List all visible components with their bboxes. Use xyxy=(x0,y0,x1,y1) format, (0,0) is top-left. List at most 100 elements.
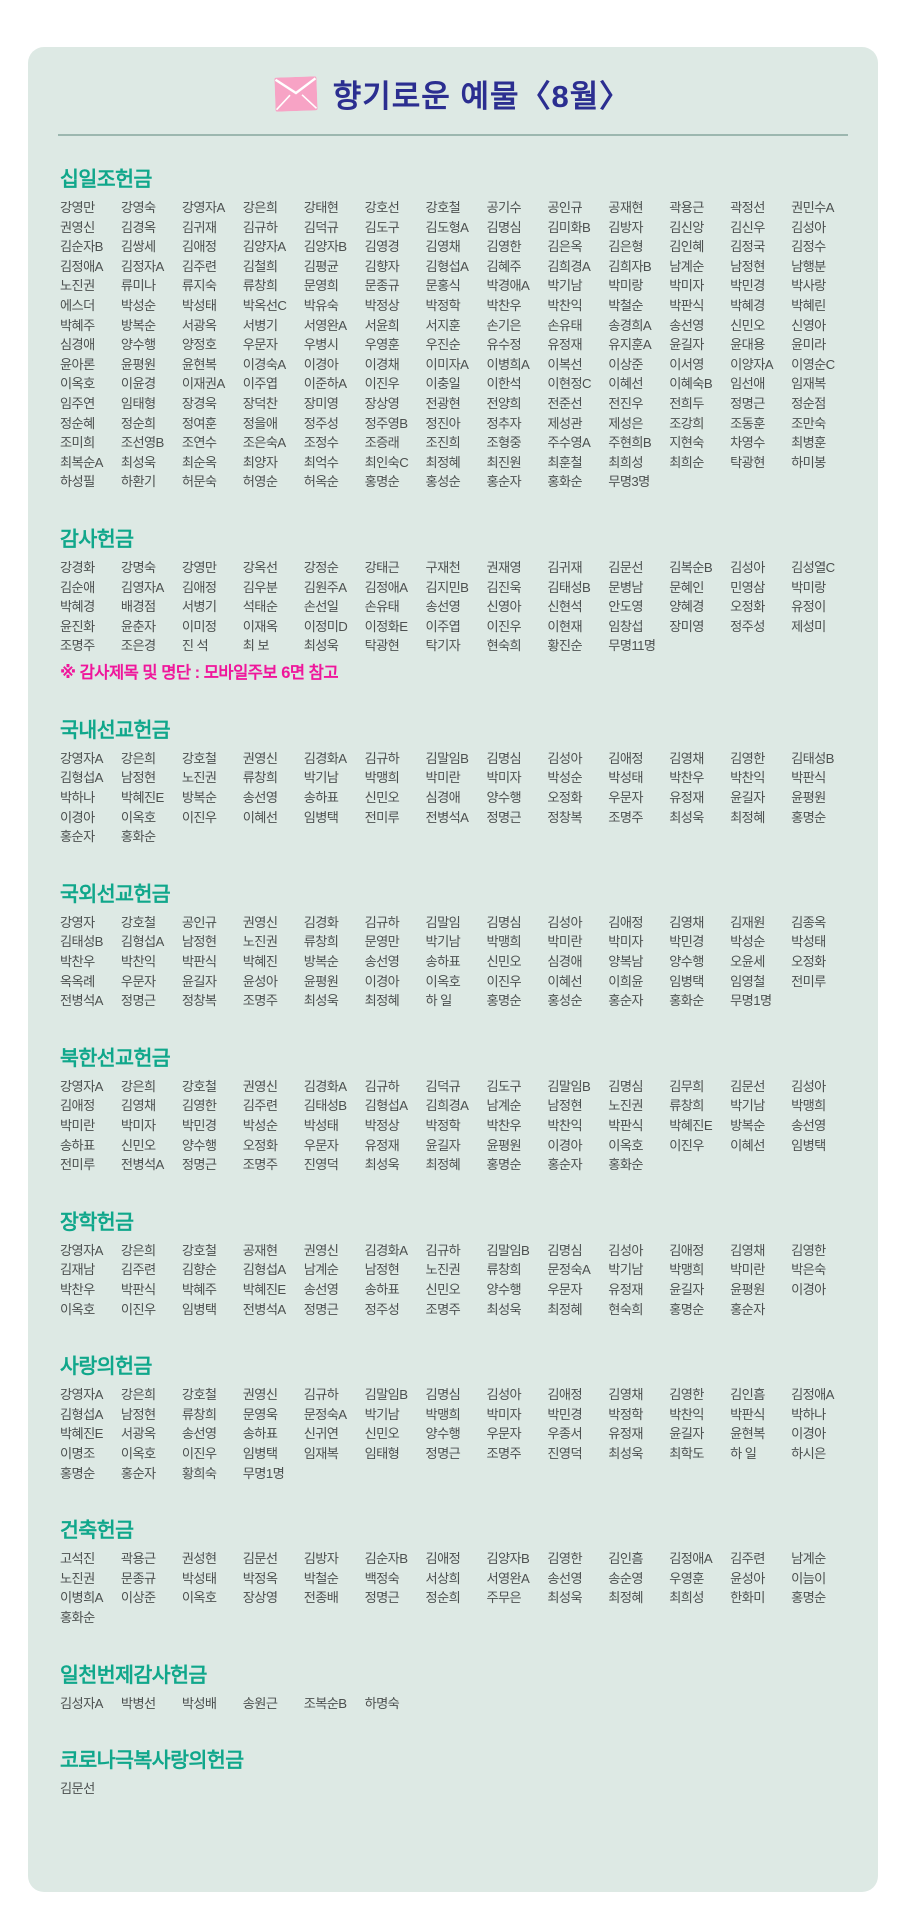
donor-name: 송하표 xyxy=(364,1281,400,1297)
donor-name: 홍명순 xyxy=(791,809,826,825)
donor-name: 김우분 xyxy=(242,579,278,595)
donor-name: 이경아 xyxy=(364,973,400,989)
donor-name: 탁광현 xyxy=(364,638,400,654)
donor-name: 지현숙 xyxy=(669,435,704,451)
donor-name: 강호철 xyxy=(181,1242,217,1258)
donor-name: 박병선 xyxy=(120,1695,156,1711)
donor-name: 류창희 xyxy=(669,1098,704,1114)
donor-name: 김정자A xyxy=(120,258,164,274)
donor-name: 강경화 xyxy=(60,559,95,575)
donor-name: 김정애A xyxy=(364,579,408,595)
donor-name: 우진순 xyxy=(425,337,461,353)
donor-name: 이진우 xyxy=(120,1301,156,1317)
donor-name: 박찬우 xyxy=(669,770,704,786)
donor-name: 정명근 xyxy=(303,1301,339,1317)
donor-name: 권영신 xyxy=(242,1387,278,1403)
donor-name: 강은희 xyxy=(120,750,156,766)
donor-name: 김희자B xyxy=(608,258,652,274)
donor-name: 김명심 xyxy=(547,1242,582,1258)
donor-name: 양복남 xyxy=(608,954,643,970)
donor-name: 송하표 xyxy=(242,1426,278,1442)
donor-name: 권영신 xyxy=(303,1242,339,1258)
donor-name: 김경화A xyxy=(303,1078,347,1094)
donor-name: 박민경 xyxy=(547,1406,582,1422)
donor-name-grid: 김성자A 박병선 박성배 송원근 조복순B 하명숙 xyxy=(60,1695,850,1714)
donor-name: 장상영 xyxy=(364,395,400,411)
offering-section-northkorea-mission: 북한선교헌금 강영자A 강은희 강호철 권영신 김경화A 김규하 김덕규 김도구 김말임B 김명심 김… xyxy=(60,1041,850,1175)
donor-name: 문종규 xyxy=(364,278,400,294)
donor-name: 김영한 xyxy=(730,750,765,766)
donor-name: 권재영 xyxy=(486,559,522,575)
donor-name: 구재천 xyxy=(425,559,461,575)
section-title: 일천번제감사헌금 xyxy=(60,1663,207,1687)
donor-name: 이옥호 xyxy=(120,809,156,825)
donor-name: 김말임B xyxy=(425,750,469,766)
donor-name: 김영한 xyxy=(547,1551,582,1567)
donor-name: 최정혜 xyxy=(547,1301,582,1317)
donor-name: 김귀재 xyxy=(181,219,217,235)
donor-name: 이진우 xyxy=(486,618,522,634)
donor-name: 장미영 xyxy=(303,395,339,411)
donor-name: 이복선 xyxy=(547,356,582,372)
donor-name: 김도형A xyxy=(425,219,469,235)
donor-name: 권영신 xyxy=(242,914,278,930)
donor-name: 손유태 xyxy=(364,599,400,615)
donor-name: 최희순 xyxy=(669,454,704,470)
donor-name: 하성필 xyxy=(60,474,95,490)
donor-name: 박혜주 xyxy=(181,1281,217,1297)
donor-name: 우병시 xyxy=(303,337,339,353)
donor-name: 권영신 xyxy=(242,750,278,766)
donor-name: 강옥선 xyxy=(242,559,278,575)
donor-name: 안도영 xyxy=(608,599,643,615)
donor-name: 최성욱 xyxy=(608,1445,643,1461)
donor-name: 신민오 xyxy=(364,1426,400,1442)
donor-name: 이옥호 xyxy=(120,1445,156,1461)
donor-name: 윤평원 xyxy=(486,1137,522,1153)
donor-name: 김지민B xyxy=(425,579,469,595)
donor-name: 최희성 xyxy=(669,1590,704,1606)
donor-name: 우종서 xyxy=(547,1426,582,1442)
envelope-icon xyxy=(274,75,318,112)
donor-name: 임태형 xyxy=(120,395,156,411)
donor-name: 김쌍세 xyxy=(120,239,156,255)
donor-name: 김형섭A xyxy=(120,934,164,950)
donor-name: 방복순 xyxy=(303,954,339,970)
header-divider xyxy=(58,134,848,136)
donor-name: 전준선 xyxy=(547,395,582,411)
donor-name: 권영신 xyxy=(60,219,95,235)
donor-name: 이경아 xyxy=(303,356,339,372)
donor-name: 박혜진 xyxy=(242,954,278,970)
donor-name: 김태성B xyxy=(60,934,103,950)
donor-name: 강영자A xyxy=(181,200,225,215)
donor-name: 백정숙 xyxy=(364,1570,400,1586)
donor-name: 김말임B xyxy=(364,1387,408,1403)
donor-name: 류창희 xyxy=(486,1262,522,1278)
section-title: 장학헌금 xyxy=(60,1210,134,1234)
donor-name: 박성순 xyxy=(547,770,582,786)
donor-name: 신민오 xyxy=(120,1137,156,1153)
donor-name: 김도구 xyxy=(364,219,400,235)
donor-name: 김귀재 xyxy=(547,559,582,575)
donor-name: 김희경A xyxy=(547,258,591,274)
donor-name: 조선영B xyxy=(120,435,164,451)
donor-name: 박혜진E xyxy=(242,1281,286,1297)
donor-name: 이명조 xyxy=(60,1445,95,1461)
donor-name: 김애정 xyxy=(425,1551,461,1567)
offering-section-thanksgiving: 감사헌금 강경화 강명숙 강영만 강옥선 강정순 강태근 구재천 권재영 김귀재 김문선 김복순B 김성… xyxy=(60,522,850,683)
donor-name: 김형섭A xyxy=(60,1406,103,1422)
donor-name: 박미자 xyxy=(486,1406,522,1422)
donor-name: 남정현 xyxy=(120,770,156,786)
donor-name: 김형섭A xyxy=(60,770,103,786)
donor-name: 배경점 xyxy=(120,599,156,615)
donor-name: 문정숙A xyxy=(547,1262,591,1278)
donor-name: 강명숙 xyxy=(120,559,156,575)
donor-name: 박성태 xyxy=(608,770,643,786)
donor-name: 강태근 xyxy=(364,559,400,575)
donor-name: 권민수A xyxy=(791,200,834,215)
donor-name: 김성아 xyxy=(547,750,582,766)
donor-name: 이양자A xyxy=(730,356,773,372)
donor-name: 허문숙 xyxy=(181,474,217,490)
donor-name: 노진권 xyxy=(181,770,217,786)
donor-name: 김은옥 xyxy=(547,239,582,255)
